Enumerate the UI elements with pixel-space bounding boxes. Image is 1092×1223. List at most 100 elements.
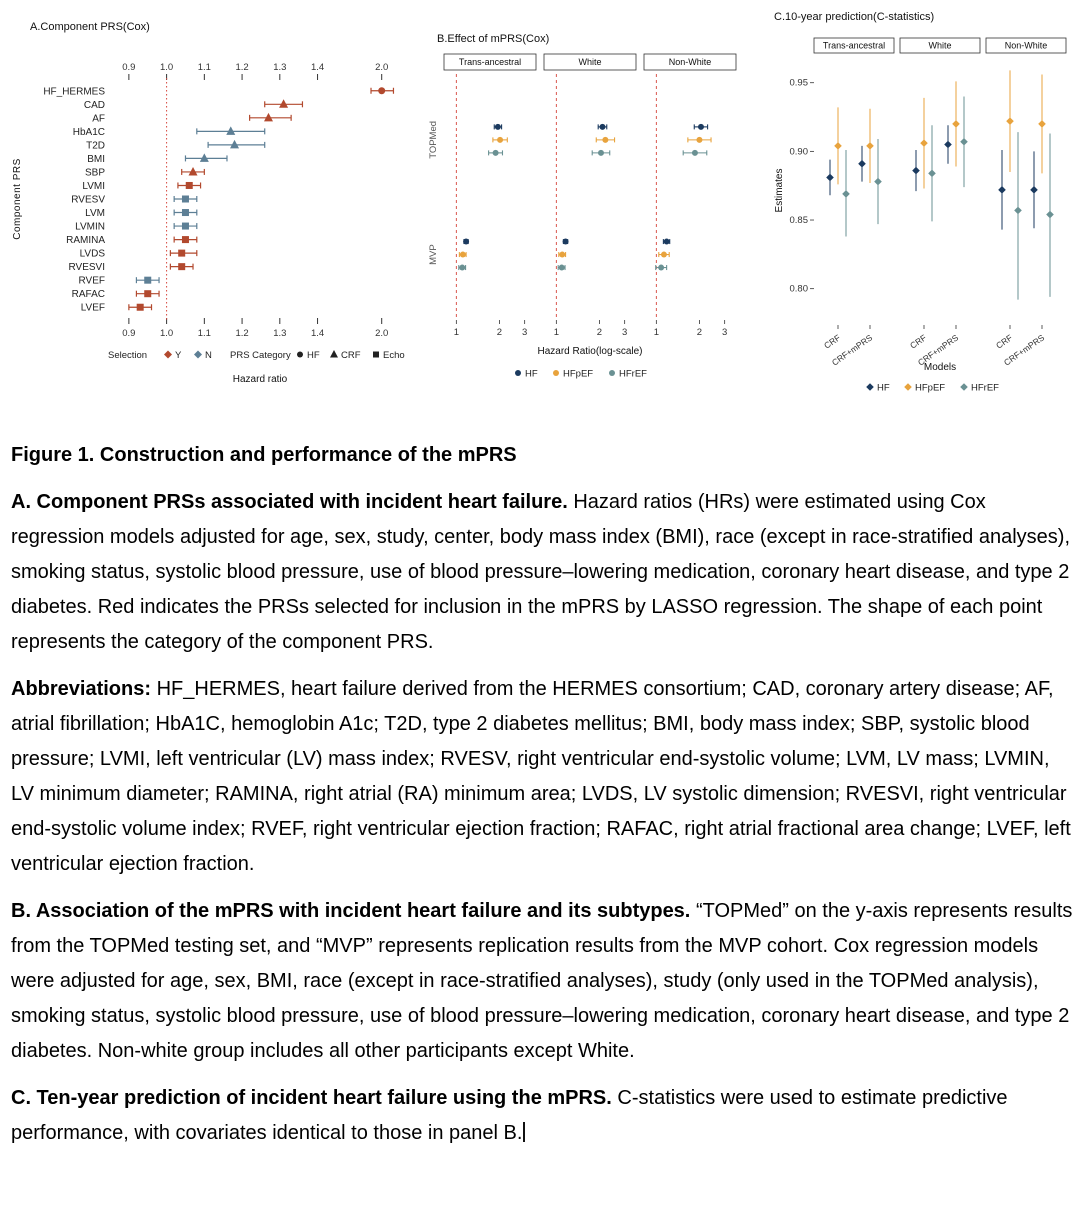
caption-a-text: Hazard ratios (HRs) were estimated using… xyxy=(11,491,1070,653)
svg-text:3: 3 xyxy=(722,327,727,338)
svg-text:HFrEF: HFrEF xyxy=(619,369,647,380)
svg-text:0.80: 0.80 xyxy=(790,284,809,295)
svg-text:TOPMed: TOPMed xyxy=(428,121,439,159)
svg-text:1.1: 1.1 xyxy=(198,328,211,339)
svg-text:LVM: LVM xyxy=(85,208,105,219)
caption-c-lead: C. Ten-year prediction of incident heart… xyxy=(11,1087,612,1109)
panel-b-legend: HF HFpEF HFrEF xyxy=(515,369,647,380)
caption-paragraph-a[interactable]: A. Component PRSs associated with incide… xyxy=(11,485,1076,660)
svg-text:1.4: 1.4 xyxy=(311,62,324,73)
svg-text:LVMIN: LVMIN xyxy=(75,222,105,233)
svg-text:RVEF: RVEF xyxy=(79,276,106,287)
svg-text:Models: Models xyxy=(924,362,956,373)
svg-text:1.3: 1.3 xyxy=(273,62,286,73)
panel-a-forest-plot[interactable]: A.Component PRS(Cox) 0.9 0.9 1.0 1.0 1.1 1.1 1.… xyxy=(8,14,428,392)
panel-a-legend: Selection Y N PRS Category HF CRF Echo xyxy=(108,350,405,361)
svg-text:Echo: Echo xyxy=(383,350,405,361)
svg-text:CRF: CRF xyxy=(822,332,842,350)
svg-text:Component PRS: Component PRS xyxy=(12,158,23,240)
svg-text:1: 1 xyxy=(554,327,559,338)
svg-text:Estimates: Estimates xyxy=(774,169,785,213)
svg-text:0.85: 0.85 xyxy=(790,215,809,226)
svg-text:HFrEF: HFrEF xyxy=(971,383,999,394)
svg-text:1.2: 1.2 xyxy=(235,62,248,73)
svg-text:HF: HF xyxy=(877,383,890,394)
svg-text:RVESVI: RVESVI xyxy=(69,262,106,273)
caption-paragraph-c[interactable]: C. Ten-year prediction of incident heart… xyxy=(11,1081,1076,1151)
figure-1-image[interactable]: A.Component PRS(Cox) 0.9 0.9 1.0 1.0 1.1 1.1 1.… xyxy=(0,0,1092,436)
svg-text:3: 3 xyxy=(622,327,627,338)
text-cursor xyxy=(523,1122,526,1142)
svg-text:Selection: Selection xyxy=(108,350,147,361)
svg-text:1.0: 1.0 xyxy=(160,62,173,73)
svg-text:LVMI: LVMI xyxy=(82,181,105,192)
svg-text:1: 1 xyxy=(654,327,659,338)
svg-text:3: 3 xyxy=(522,327,527,338)
panel-c-cstatistics-plot[interactable]: C.10-year prediction(C-statistics) 0.80 0.… xyxy=(770,8,1080,403)
caption-title-text: Figure 1. Construction and performance o… xyxy=(11,444,517,466)
svg-text:HFpEF: HFpEF xyxy=(915,383,945,394)
svg-text:PRS Category: PRS Category xyxy=(230,350,291,361)
svg-text:0.9: 0.9 xyxy=(122,328,135,339)
svg-text:CRF: CRF xyxy=(341,350,361,361)
svg-text:RAFAC: RAFAC xyxy=(72,289,105,300)
svg-text:CRF: CRF xyxy=(908,332,928,350)
caption-paragraph-abbreviations[interactable]: Abbreviations: HF_HERMES, heart failure … xyxy=(11,672,1076,882)
svg-text:2: 2 xyxy=(697,327,702,338)
svg-text:1.2: 1.2 xyxy=(235,328,248,339)
svg-text:Non-White: Non-White xyxy=(669,57,712,67)
svg-text:2.0: 2.0 xyxy=(375,328,388,339)
svg-text:Hazard Ratio(log-scale): Hazard Ratio(log-scale) xyxy=(537,346,642,357)
svg-text:1.0: 1.0 xyxy=(160,328,173,339)
svg-text:2.0: 2.0 xyxy=(375,62,388,73)
svg-text:0.9: 0.9 xyxy=(122,62,135,73)
panel-b-content: B.Effect of mPRS(Cox) Trans-ancestral 1 2 3 W… xyxy=(428,33,737,338)
svg-text:SBP: SBP xyxy=(85,167,105,178)
svg-text:N: N xyxy=(205,350,212,361)
svg-text:HF: HF xyxy=(525,369,538,380)
svg-text:Hazard ratio: Hazard ratio xyxy=(233,374,288,385)
caption-b-text: “TOPMed” on the y-axis represents result… xyxy=(11,900,1073,1062)
svg-text:AF: AF xyxy=(92,113,105,124)
svg-text:1: 1 xyxy=(454,327,459,338)
svg-text:0.90: 0.90 xyxy=(790,146,809,157)
caption-a-lead: A. Component PRSs associated with incide… xyxy=(11,491,568,513)
caption-abbrev-lead: Abbreviations: xyxy=(11,678,152,700)
panel-c-legend: HF HFpEF HFrEF xyxy=(866,383,999,394)
svg-text:RAMINA: RAMINA xyxy=(66,235,105,246)
svg-text:White: White xyxy=(928,41,951,51)
svg-text:C.10-year prediction(C-statist: C.10-year prediction(C-statistics) xyxy=(774,11,934,23)
svg-text:HF: HF xyxy=(307,350,320,361)
svg-text:White: White xyxy=(578,57,601,67)
svg-text:1.1: 1.1 xyxy=(198,62,211,73)
panel-b-forest-plot[interactable]: B.Effect of mPRS(Cox) Trans-ancestral 1 2 3 W… xyxy=(428,30,748,392)
svg-text:BMI: BMI xyxy=(87,154,105,165)
svg-text:HbA1C: HbA1C xyxy=(73,127,105,138)
caption-title[interactable]: Figure 1. Construction and performance o… xyxy=(11,438,1076,473)
caption-abbrev-text: HF_HERMES, heart failure derived from th… xyxy=(11,678,1071,875)
figure-caption: Figure 1. Construction and performance o… xyxy=(0,438,1092,1163)
svg-text:A.Component PRS(Cox): A.Component PRS(Cox) xyxy=(30,21,150,33)
svg-text:2: 2 xyxy=(597,327,602,338)
caption-c-text: C-statistics were used to estimate predi… xyxy=(11,1087,1008,1144)
svg-text:LVEF: LVEF xyxy=(81,303,105,314)
svg-text:T2D: T2D xyxy=(86,140,105,151)
caption-b-lead: B. Association of the mPRS with incident… xyxy=(11,900,691,922)
svg-text:Trans-ancestral: Trans-ancestral xyxy=(823,41,885,51)
panel-a-content: A.Component PRS(Cox) 0.9 0.9 1.0 1.0 1.1 1.1 1.… xyxy=(12,21,395,339)
svg-text:HFpEF: HFpEF xyxy=(563,369,593,380)
svg-text:0.95: 0.95 xyxy=(790,78,809,89)
svg-text:Y: Y xyxy=(175,350,182,361)
svg-text:Non-White: Non-White xyxy=(1005,41,1048,51)
svg-text:Trans-ancestral: Trans-ancestral xyxy=(459,57,521,67)
caption-paragraph-b[interactable]: B. Association of the mPRS with incident… xyxy=(11,894,1076,1069)
svg-text:2: 2 xyxy=(497,327,502,338)
svg-text:LVDS: LVDS xyxy=(80,249,106,260)
svg-text:CRF: CRF xyxy=(994,332,1014,350)
svg-text:1.3: 1.3 xyxy=(273,328,286,339)
panel-c-content: C.10-year prediction(C-statistics) 0.80 0.… xyxy=(774,11,1067,368)
svg-text:B.Effect of mPRS(Cox): B.Effect of mPRS(Cox) xyxy=(437,33,549,45)
svg-text:1.4: 1.4 xyxy=(311,328,324,339)
svg-text:HF_HERMES: HF_HERMES xyxy=(43,86,105,97)
svg-text:RVESV: RVESV xyxy=(71,195,105,206)
